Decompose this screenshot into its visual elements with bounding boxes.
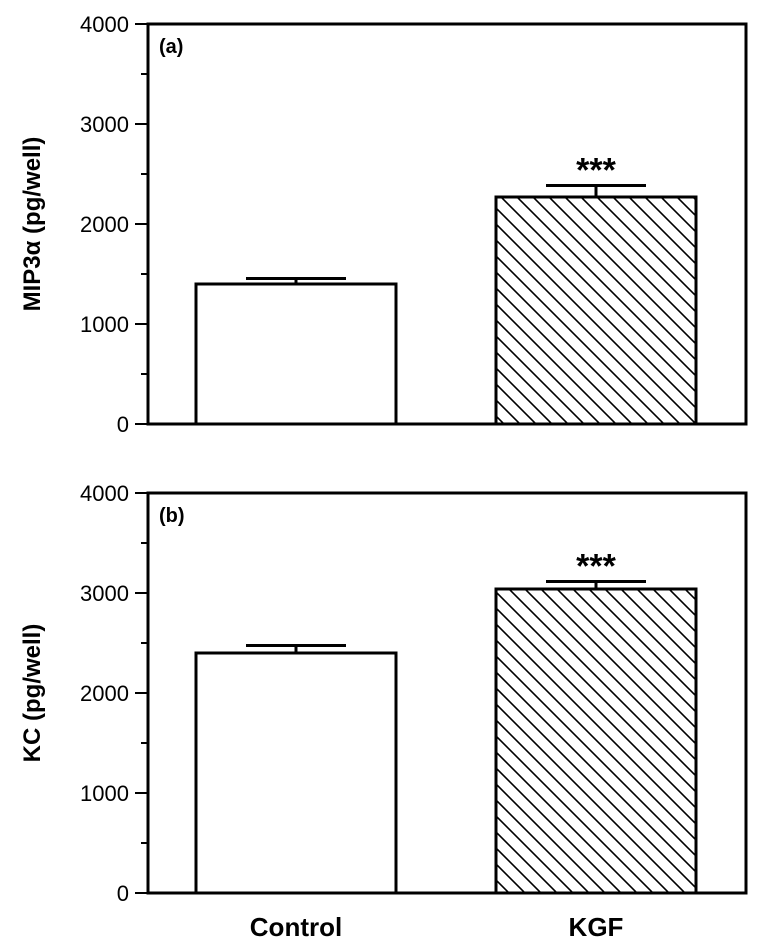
panel-b-chart: *** 0 1000 2000 3000 4000 KC (pg/well) (b)	[19, 481, 748, 906]
panel-label-a: (a)	[159, 36, 183, 58]
error-bar-a-kgf	[546, 184, 646, 197]
y-tick-label: 4000	[80, 481, 129, 506]
x-category-labels: Control KGF	[250, 912, 624, 942]
y-tick-label: 1000	[80, 781, 129, 806]
y-axis-title-b: KC (pg/well)	[19, 624, 46, 763]
error-bar-b-kgf	[546, 580, 646, 589]
error-bar-a-control	[246, 277, 346, 284]
bar-a-control	[194, 282, 398, 426]
y-tick-label: 4000	[80, 12, 129, 37]
y-tick-label: 1000	[80, 312, 129, 337]
y-tick-label: 0	[117, 881, 129, 906]
y-tick-label: 3000	[80, 112, 129, 137]
y-tick-label: 2000	[80, 212, 129, 237]
significance-label-a: ***	[576, 152, 616, 190]
panel-label-b: (b)	[159, 505, 185, 527]
bar-a-kgf	[494, 195, 698, 426]
y-axis-title-a: MIP3α (pg/well)	[19, 137, 46, 312]
y-tick-label: 3000	[80, 581, 129, 606]
x-category-label-kgf: KGF	[569, 912, 624, 942]
significance-label-b: ***	[576, 548, 616, 586]
panel-a-chart: *** 0 1000 2000 3000 4000 MIP3α (pg/well) (a)	[19, 12, 748, 437]
bar-b-control	[194, 651, 398, 895]
y-tick-label: 0	[117, 412, 129, 437]
x-category-label-control: Control	[250, 912, 342, 942]
bar-b-kgf	[494, 587, 698, 895]
error-bar-b-control	[246, 644, 346, 653]
y-tick-label: 2000	[80, 681, 129, 706]
